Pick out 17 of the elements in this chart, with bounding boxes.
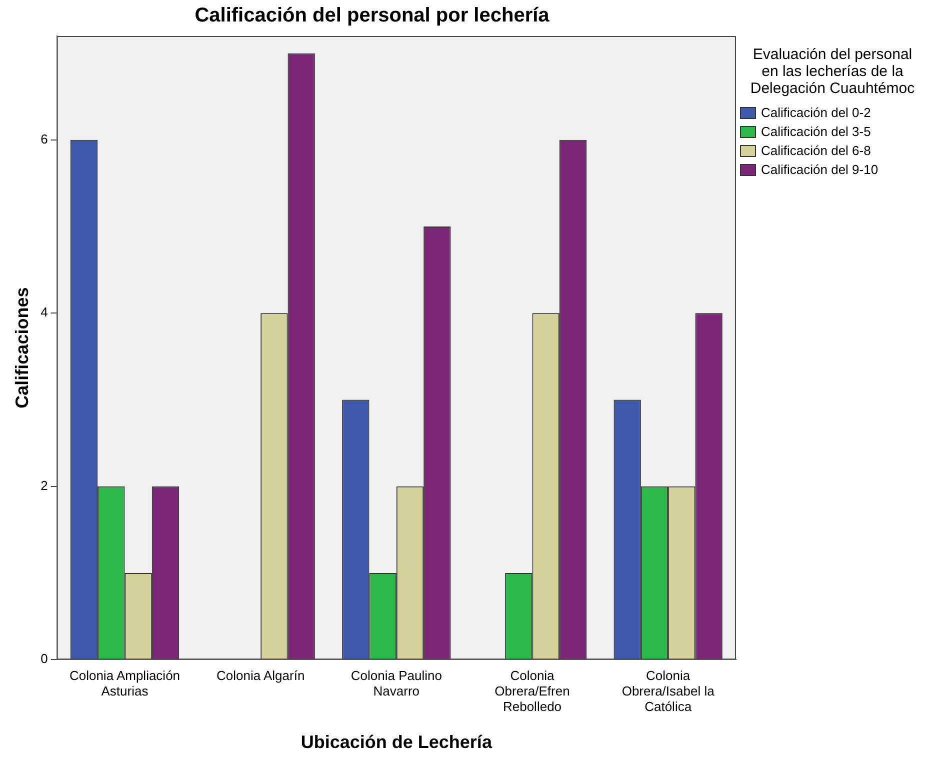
x-tick-label: Colonia Algarín	[216, 668, 305, 683]
legend-label: Calificación del 9-10	[761, 162, 878, 177]
y-tick-label: 0	[40, 651, 48, 666]
legend-label: Calificación del 0-2	[761, 105, 871, 120]
y-tick-label: 2	[40, 478, 48, 493]
y-tick-label: 6	[40, 132, 48, 147]
x-tick-label: Colonia Ampliación Asturias	[69, 668, 180, 699]
x-tick-label: Colonia Obrera/Efren Rebolledo	[494, 668, 570, 714]
y-axis-title: Calificaciones	[12, 287, 32, 408]
chart-title: Calificación del personal por lechería	[194, 4, 550, 27]
legend-title: Evaluación del personal en las lecherías de la Delegación Cuauhtémoc	[749, 46, 916, 97]
legend-label: Calificación del 6-8	[761, 143, 871, 158]
x-tick-label: Colonia Obrera/Isabel la Católica	[622, 668, 716, 714]
x-tick-label: Colonia Paulino Navarro	[350, 668, 442, 699]
x-axis-title: Ubicación de Lechería	[300, 732, 493, 752]
legend-label: Calificación del 3-5	[761, 124, 871, 139]
y-tick-label: 4	[40, 304, 48, 320]
